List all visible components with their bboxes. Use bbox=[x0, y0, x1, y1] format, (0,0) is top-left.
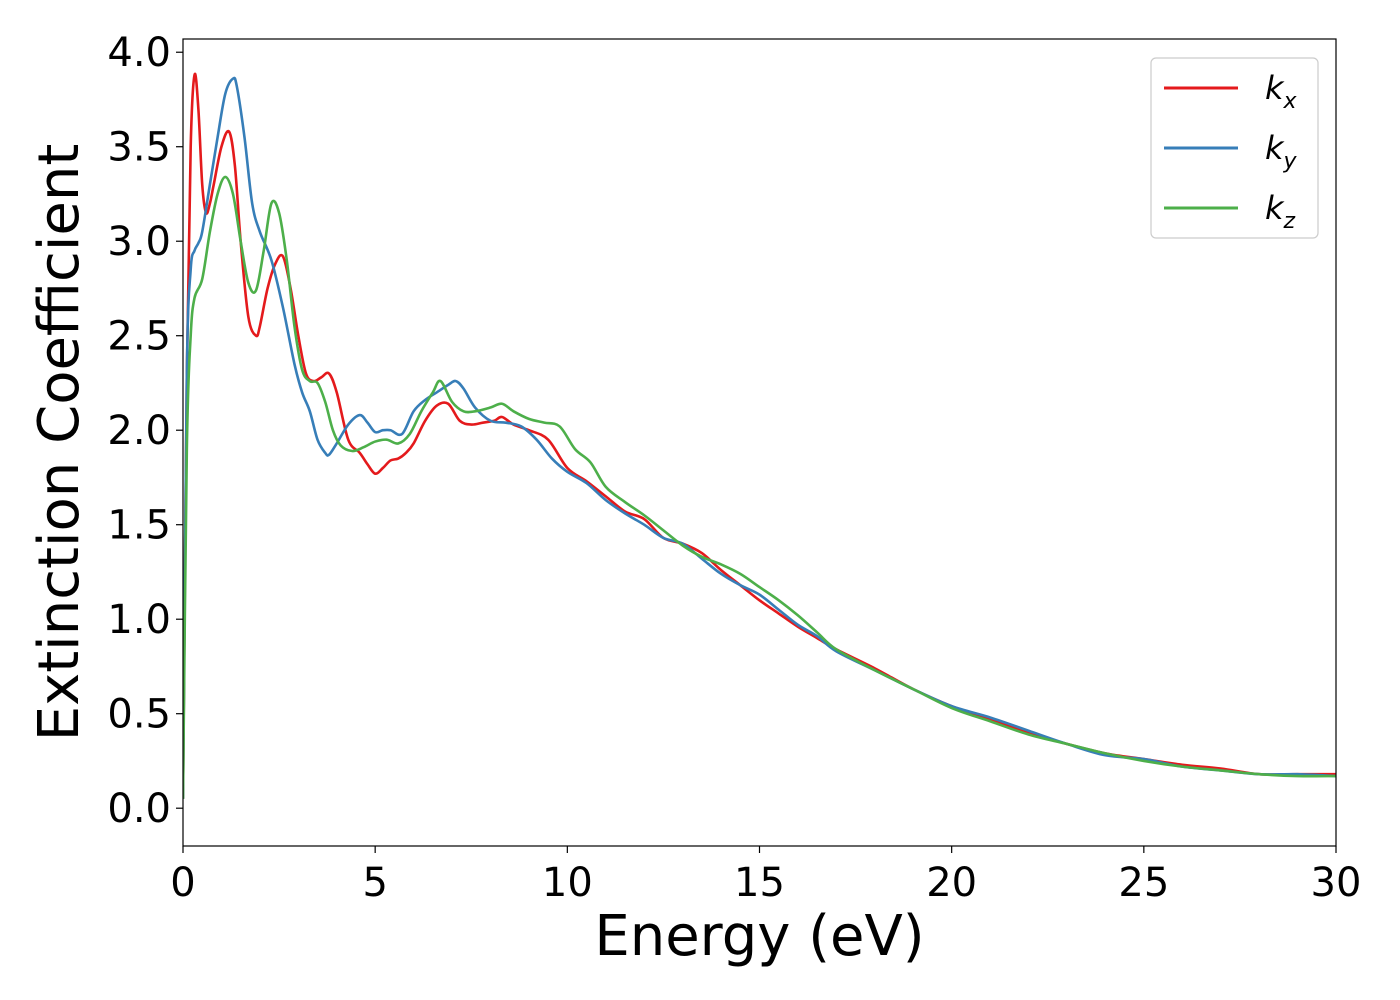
x-tick-label: 10 bbox=[542, 860, 593, 906]
x-axis-ticks: 0 5 10 15 20 25 30 bbox=[170, 846, 1361, 906]
y-tick-label: 0.0 bbox=[107, 786, 171, 832]
x-tick-label: 5 bbox=[362, 860, 387, 906]
legend-label-z: kz bbox=[1265, 189, 1296, 234]
x-axis-title: Energy (eV) bbox=[594, 904, 924, 969]
plot-lines bbox=[183, 72, 1336, 799]
y-tick-label: 3.0 bbox=[107, 219, 171, 265]
x-tick-label: 0 bbox=[170, 860, 195, 906]
y-axis-title: Extinction Coefficient bbox=[27, 144, 92, 742]
x-tick-label: 25 bbox=[1118, 860, 1169, 906]
y-tick-label: 0.5 bbox=[107, 692, 171, 738]
y-tick-label: 2.0 bbox=[107, 408, 171, 454]
x-tick-label: 30 bbox=[1311, 860, 1362, 906]
legend: kx ky kz bbox=[1150, 57, 1319, 239]
y-tick-label: 4.0 bbox=[107, 30, 171, 76]
x-tick-label: 15 bbox=[734, 860, 785, 906]
y-tick-label: 1.5 bbox=[107, 503, 171, 549]
legend-label-x: kx bbox=[1265, 69, 1298, 114]
y-axis-ticks: 0.0 0.5 1.0 1.5 2.0 2.5 3.0 3.5 4.0 bbox=[107, 30, 183, 832]
y-tick-label: 3.5 bbox=[107, 125, 171, 171]
y-tick-label: 2.5 bbox=[107, 314, 171, 360]
series-line-z bbox=[183, 175, 1336, 799]
x-tick-label: 20 bbox=[926, 860, 977, 906]
legend-label-y: ky bbox=[1265, 129, 1298, 174]
y-tick-label: 1.0 bbox=[107, 597, 171, 643]
